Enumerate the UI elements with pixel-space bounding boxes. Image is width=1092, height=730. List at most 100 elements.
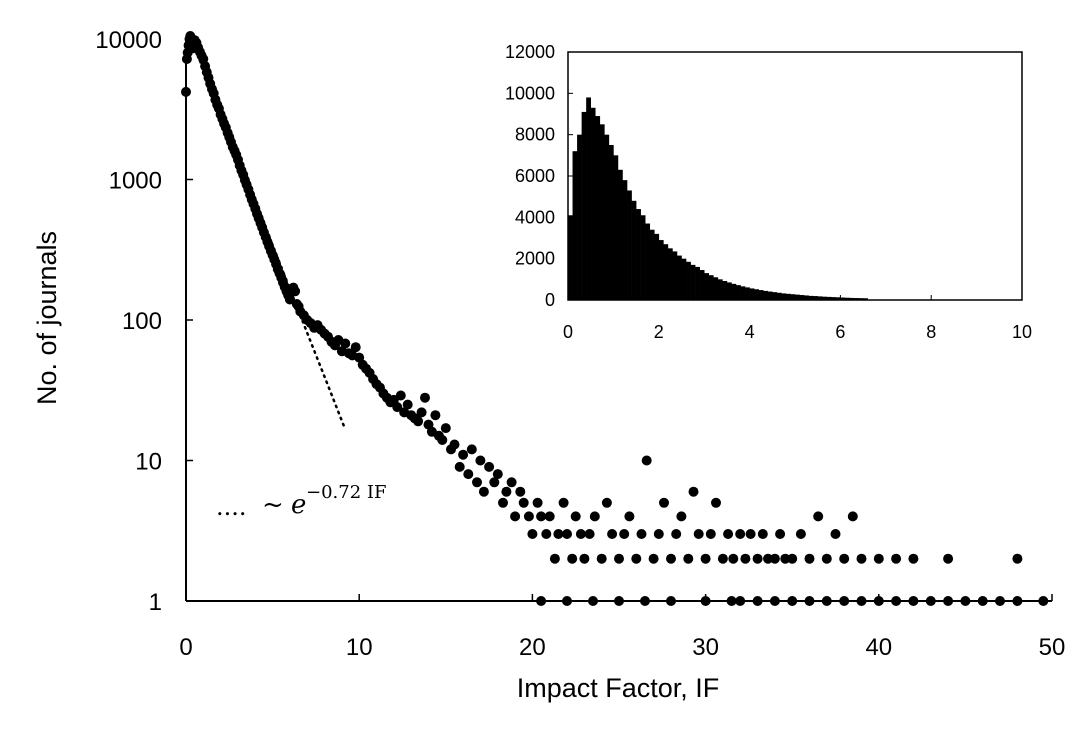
journal-data-point	[683, 553, 694, 564]
journal-data-point	[757, 529, 768, 539]
main-x-tick-label: 0	[179, 634, 192, 661]
inset-histogram-bar	[690, 264, 696, 300]
inset-histogram-bar	[799, 295, 805, 300]
journal-data-point	[544, 511, 555, 522]
journal-data-point	[873, 553, 884, 564]
inset-y-tick-label: 6000	[515, 166, 555, 186]
inset-histogram-bar	[577, 134, 582, 300]
journal-data-point	[449, 439, 460, 450]
inset-histogram-bar	[631, 200, 637, 300]
exponential-fit-line	[191, 41, 347, 431]
journal-data-point	[908, 553, 919, 564]
journal-data-point	[413, 416, 424, 427]
inset-histogram-bar	[749, 288, 755, 300]
inset-x-tick-label: 8	[926, 322, 936, 342]
journal-data-point	[723, 529, 734, 539]
inset-histogram-bar	[672, 251, 678, 300]
journal-data-point	[614, 553, 624, 564]
inset-histogram-bar	[599, 124, 605, 300]
journal-data-point	[588, 596, 598, 606]
journal-data-point	[726, 596, 737, 606]
journal-data-point	[640, 596, 650, 606]
inset-histogram-bar	[804, 295, 809, 300]
journal-data-point	[659, 497, 669, 508]
journal-data-point	[769, 553, 780, 564]
journal-data-point	[478, 486, 489, 497]
inset-histogram-bar	[854, 298, 859, 300]
journal-data-point	[536, 511, 547, 522]
journal-data-point	[624, 511, 635, 522]
journal-data-point	[463, 469, 474, 480]
journal-data-point	[977, 596, 988, 606]
inset-histogram-bar	[654, 233, 660, 300]
inset-histogram-bar	[726, 282, 732, 300]
journal-data-point	[839, 553, 850, 564]
journal-data-point	[392, 402, 403, 413]
inset-histogram-bar	[699, 270, 705, 300]
journal-data-point	[821, 596, 832, 606]
inset-histogram-bar	[722, 280, 728, 300]
journal-data-point	[693, 529, 704, 539]
journal-data-point	[891, 596, 902, 606]
inset-histogram-bar	[695, 266, 700, 300]
journal-data-point	[440, 423, 451, 434]
journal-data-point	[666, 553, 676, 564]
inset-histogram-bar	[745, 287, 750, 300]
inset-histogram-bar	[781, 293, 787, 300]
inset-histogram-bar	[713, 277, 719, 300]
inset-histogram-bar	[808, 295, 814, 300]
journal-data-point	[181, 86, 191, 97]
journal-data-point	[466, 444, 477, 455]
journal-data-point	[705, 529, 716, 539]
inset-x-ticks: 0 2 4 6 8 10	[563, 295, 1032, 342]
fit-annotation-tilde: ~	[262, 490, 284, 520]
journal-data-point	[350, 342, 361, 353]
journal-data-point	[925, 596, 936, 606]
inset-histogram-bar	[681, 258, 687, 300]
inset-histogram-bar	[754, 289, 759, 300]
journal-data-point	[700, 553, 711, 564]
journal-data-point	[735, 596, 746, 606]
journal-data-point	[558, 497, 569, 508]
journal-data-point	[402, 399, 413, 410]
journal-data-point	[830, 529, 841, 539]
journal-data-point	[821, 553, 832, 564]
journal-data-point	[700, 596, 711, 606]
journal-data-point	[1012, 553, 1023, 564]
journal-data-point	[532, 497, 543, 508]
journal-data-point	[735, 529, 746, 539]
inset-histogram-bar	[627, 190, 632, 300]
inset-histogram-bar	[586, 97, 591, 300]
inset-histogram-bar	[813, 296, 818, 300]
inset-histogram-bar	[740, 286, 746, 300]
inset-y-tick-label: 12000	[505, 42, 555, 62]
inset-histogram-bar	[817, 296, 823, 300]
journal-data-point	[891, 553, 902, 564]
journal-data-point	[570, 511, 581, 522]
journal-data-point	[589, 511, 600, 522]
journal-data-point	[775, 529, 786, 539]
inset-y-tick-label: 8000	[515, 125, 555, 145]
main-y-tick-label: 100	[122, 308, 162, 335]
journal-data-point	[943, 553, 954, 564]
journal-data-point	[795, 529, 806, 539]
inset-histogram-bar	[676, 255, 682, 300]
inset-histogram-bar	[663, 244, 669, 300]
inset-histogram-bar	[795, 294, 800, 300]
inset-histogram-bar	[831, 297, 837, 300]
journal-data-point	[614, 596, 624, 606]
fit-dotted-line	[191, 41, 347, 431]
main-x-tick-label: 10	[346, 634, 373, 661]
inset-histogram-bar	[785, 293, 791, 300]
journal-data-point	[856, 553, 867, 564]
main-y-tick-label: 1000	[109, 168, 162, 195]
journal-data-point	[607, 529, 618, 539]
journal-data-point	[290, 286, 301, 297]
journal-data-point	[340, 338, 351, 349]
main-y-ticks: 1 10 100 1000 10000	[95, 27, 193, 616]
journal-data-point	[856, 596, 867, 606]
fit-annotation-dots: ....	[216, 493, 247, 521]
journal-data-point	[787, 596, 798, 606]
inset-y-tick-label: 2000	[515, 249, 555, 269]
